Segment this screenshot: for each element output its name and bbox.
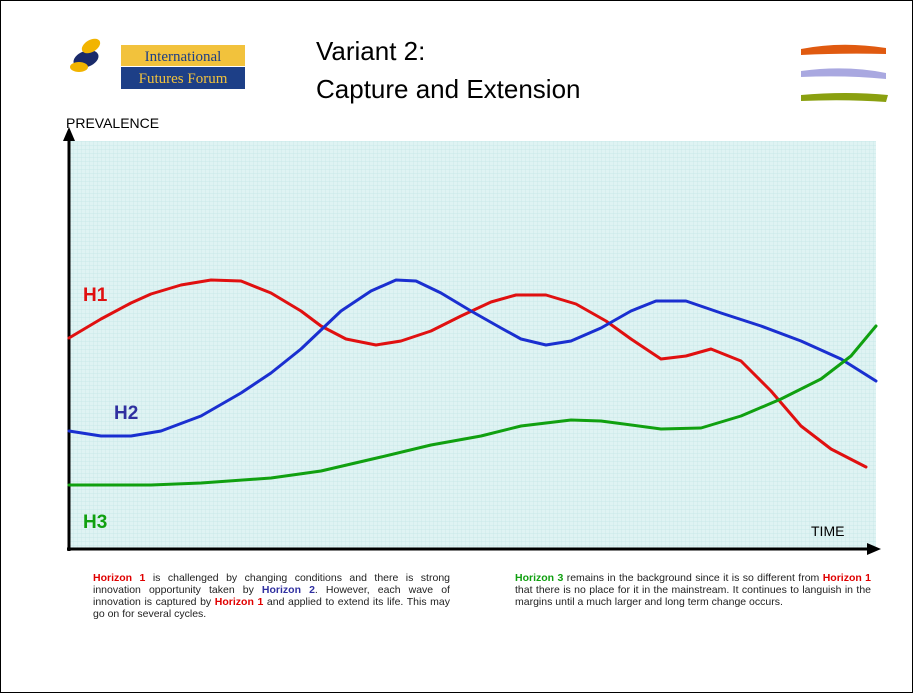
caption-key: Horizon 3: [515, 572, 564, 584]
logo-text: International: [145, 49, 222, 65]
title: Variant 2:: [316, 36, 425, 66]
caption-text: remains in the background since it is so…: [563, 572, 823, 584]
logo-text: Futures Forum: [139, 71, 228, 87]
caption-key: Horizon 1: [93, 572, 146, 584]
arrow: [867, 543, 881, 555]
h1-curve: [67, 278, 868, 469]
logo-box: [121, 45, 245, 66]
brush-stroke: [801, 93, 888, 102]
curve-label: H3: [83, 512, 107, 533]
caption: Horizon 3 remains in the background sinc…: [515, 572, 871, 608]
caption-text: is challenged by changing conditions and…: [93, 572, 450, 596]
logo: International Futures Forum: [70, 38, 245, 89]
plot-area: [69, 141, 876, 549]
brush-stroke: [801, 44, 886, 55]
brush-stroke: [801, 68, 886, 79]
title: Capture and Extension: [316, 74, 581, 104]
caption: Horizon 1 is challenged by changing cond…: [93, 572, 450, 620]
y-axis-label: PREVALENCE: [66, 115, 159, 131]
caption-text: . However, each wave of innovation is ca…: [93, 584, 450, 608]
caption-text: and applied to extend its life. This may…: [93, 596, 451, 620]
arrow: [63, 127, 75, 141]
h2-curve: [67, 278, 878, 438]
caption-text: that there is no place for it in the mai…: [515, 584, 871, 608]
curve-label: H1: [83, 285, 108, 306]
x-axis-label: TIME: [811, 523, 844, 539]
caption-key: Horizon 1: [214, 596, 264, 608]
caption-key: Horizon 1: [822, 572, 872, 584]
caption-key: Horizon 2: [261, 584, 315, 596]
h3-curve: [67, 324, 878, 487]
logo-box: [121, 67, 245, 89]
curve-label: H2: [114, 403, 138, 424]
